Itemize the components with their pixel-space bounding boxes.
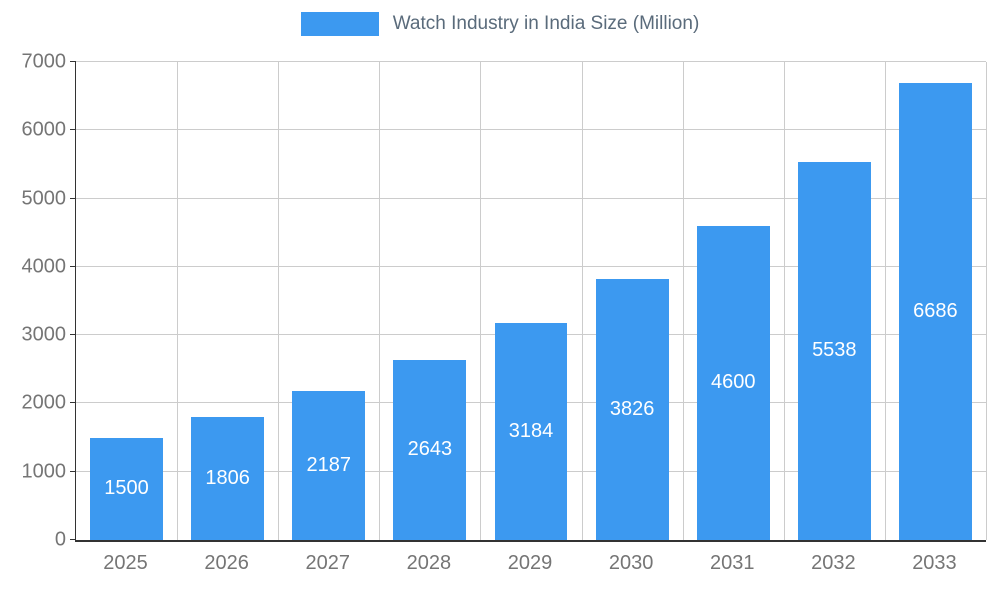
bar-2025[interactable]: 1500 [90, 437, 163, 540]
y-tick-label: 7000 [21, 50, 67, 73]
y-tick-label: 1000 [21, 460, 67, 483]
bar-2026[interactable]: 1806 [191, 416, 265, 540]
x-tick-label: 2032 [811, 552, 856, 574]
x-tick-label: 2033 [912, 552, 957, 574]
x-tick-label: 2028 [406, 552, 452, 574]
bar-value-label: 3826 [609, 397, 655, 420]
y-tick-mark [70, 197, 76, 199]
x-tick-label: 2027 [305, 552, 351, 574]
bar-value-label: 3184 [508, 419, 554, 442]
v-gridline [682, 62, 684, 540]
bar-value-label: 2187 [306, 453, 352, 476]
bar-value-label: 5538 [812, 339, 857, 362]
plot-area: 1500 1806 2187 2643 3184 3826 4600 5538 6686 [70, 61, 987, 542]
bar-value-label: 4600 [710, 371, 756, 394]
y-tick-mark [70, 402, 76, 404]
x-tick-label: 2026 [204, 552, 249, 574]
bar-2027[interactable]: 2187 [292, 390, 366, 540]
x-tick-label: 2025 [103, 552, 148, 574]
h-gridline [76, 265, 986, 267]
x-tick-label: 2030 [608, 552, 654, 574]
bar-value-label: 6686 [913, 300, 958, 323]
v-gridline [278, 62, 280, 540]
bar-value-label: 1806 [205, 466, 250, 489]
y-axis-labels: 0 1000 2000 3000 4000 5000 6000 7000 [0, 51, 67, 551]
bar-2028[interactable]: 2643 [393, 359, 467, 540]
y-tick-mark [70, 61, 76, 62]
x-axis-labels: 2025 2026 2027 2028 2029 2030 2031 2032 2033 [75, 552, 985, 582]
bar-2030[interactable]: 3826 [595, 278, 669, 540]
bar-2029[interactable]: 3184 [494, 322, 568, 540]
y-tick-label: 6000 [21, 118, 67, 141]
bar-2033[interactable]: 6686 [899, 83, 972, 540]
v-gridline [177, 62, 179, 540]
v-gridline [379, 62, 381, 540]
h-gridline [76, 129, 986, 131]
bar-value-label: 1500 [104, 477, 149, 500]
y-tick-label: 2000 [21, 391, 67, 414]
h-gridline [76, 61, 986, 62]
y-tick-label: 3000 [21, 323, 67, 346]
h-gridline [76, 197, 986, 199]
bar-2032[interactable]: 5538 [797, 161, 871, 540]
y-tick-mark [70, 539, 76, 540]
v-gridline [581, 62, 583, 540]
y-tick-mark [70, 265, 76, 267]
v-gridline [884, 62, 886, 540]
y-tick-mark [70, 129, 76, 131]
v-gridline [480, 62, 482, 540]
x-tick-label: 2031 [709, 552, 755, 574]
chart-title: Watch Industry in India Size (Million) [392, 13, 700, 34]
bar-value-label: 2643 [407, 438, 453, 461]
y-tick-mark [70, 470, 76, 472]
v-gridline [783, 62, 785, 540]
y-tick-label: 0 [54, 528, 66, 551]
y-tick-label: 5000 [21, 187, 67, 210]
y-tick-label: 4000 [21, 255, 67, 278]
chart-legend[interactable]: Watch Industry in India Size (Million) [0, 12, 1000, 36]
y-tick-mark [70, 334, 76, 336]
legend-swatch [300, 12, 379, 36]
v-gridline [986, 62, 987, 540]
x-tick-label: 2029 [507, 552, 553, 574]
bar-2031[interactable]: 4600 [696, 225, 770, 540]
